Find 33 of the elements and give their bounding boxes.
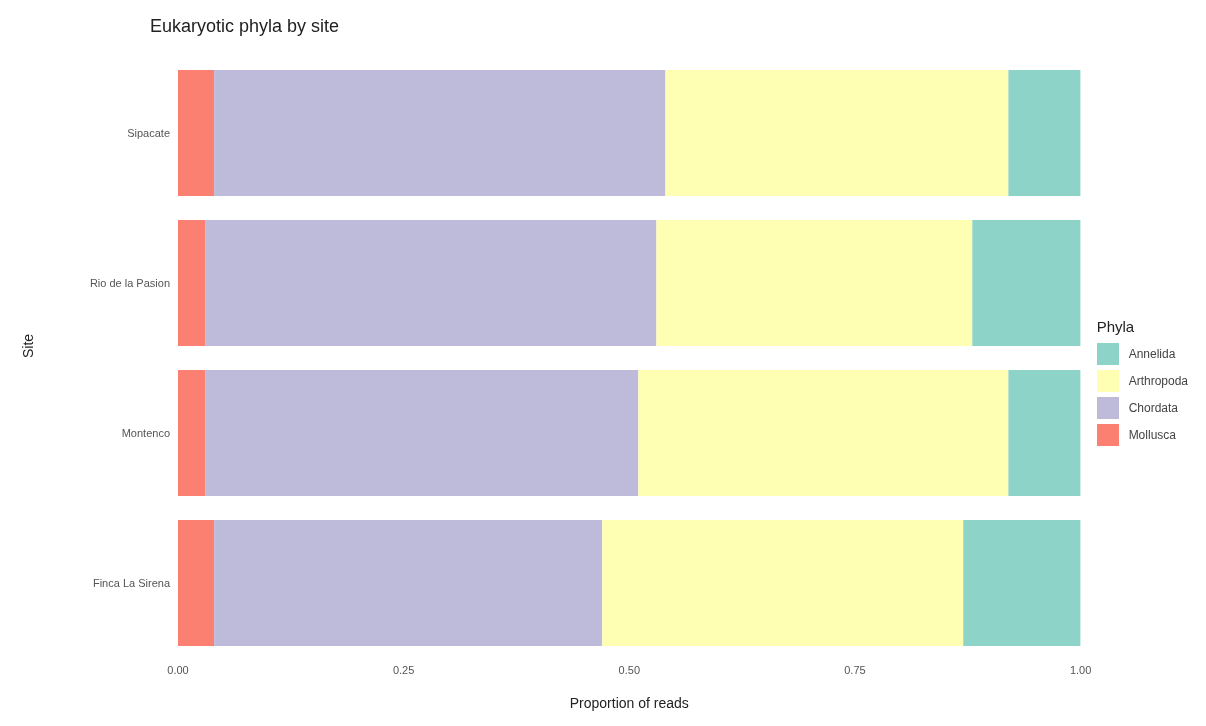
bar <box>665 70 1009 196</box>
bar <box>1008 70 1081 196</box>
bar <box>972 220 1081 346</box>
bar <box>214 520 603 646</box>
chart-title: Eukaryotic phyla by site <box>150 16 340 37</box>
bar <box>178 70 215 196</box>
legend-label: Annelida <box>1128 347 1176 361</box>
x-tick-label: 0.25 <box>392 663 415 676</box>
legend-label: Mollusca <box>1128 428 1176 442</box>
x-tick-label: 1.00 <box>1069 663 1092 676</box>
x-tick-label: 0.50 <box>618 663 641 676</box>
bar <box>205 220 657 346</box>
bar <box>602 520 964 646</box>
bar <box>638 370 1009 496</box>
x-axis-title: Proportion of reads <box>569 695 689 711</box>
legend-title: Phyla <box>1096 317 1136 335</box>
legend-label: Arthropoda <box>1128 374 1188 388</box>
y-tick-label: Rio de la Pasion <box>89 276 170 289</box>
legend-label: Chordata <box>1128 401 1178 415</box>
y-tick-label: Sipacate <box>127 126 170 139</box>
x-tick-label: 0.00 <box>167 663 189 676</box>
bar <box>178 520 215 646</box>
y-tick-label: Montenco <box>121 426 170 439</box>
y-axis-title: Site <box>19 333 36 358</box>
bar <box>656 220 973 346</box>
y-tick-label: Finca La Sirena <box>92 576 171 589</box>
bar <box>963 520 1081 646</box>
bar <box>214 70 666 196</box>
x-tick-label: 0.75 <box>844 663 866 676</box>
bar <box>178 370 206 496</box>
bar <box>1008 370 1081 496</box>
bar <box>178 220 206 346</box>
bar <box>205 370 639 496</box>
